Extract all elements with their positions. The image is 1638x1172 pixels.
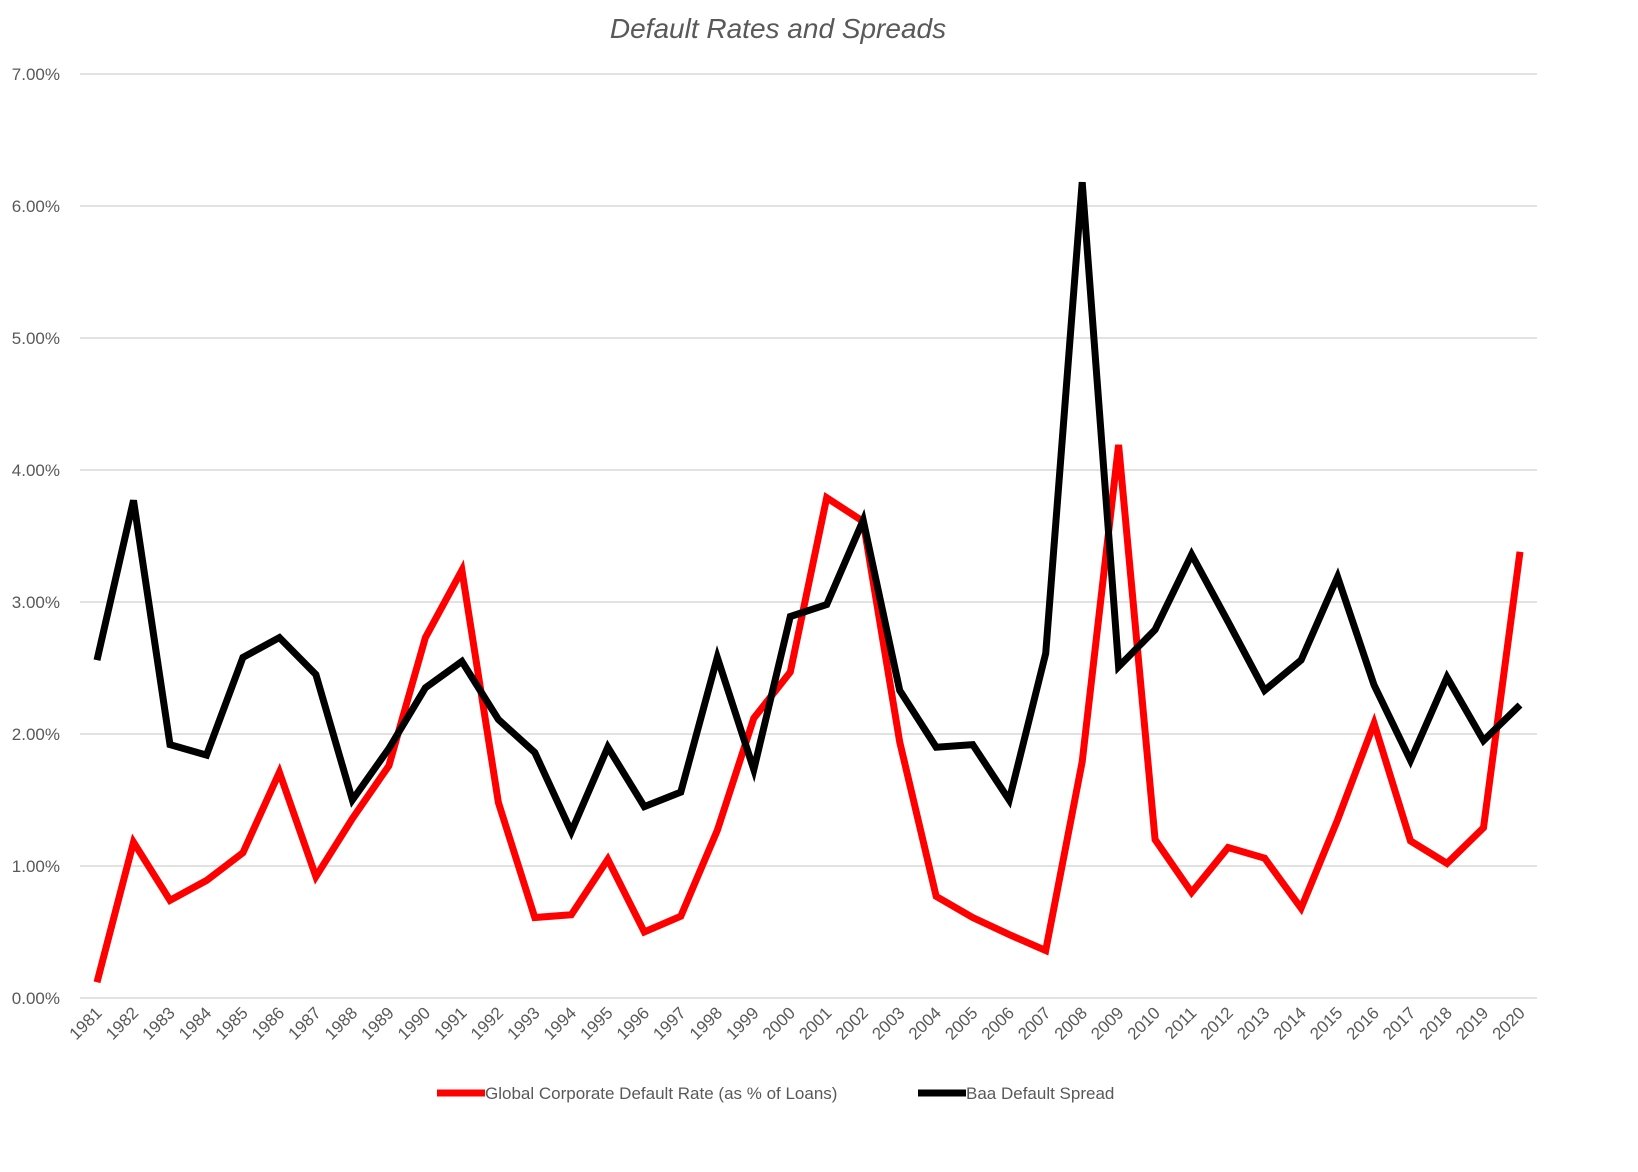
x-tick-label: 2003 xyxy=(868,1003,908,1043)
y-tick-label: 0.00% xyxy=(12,989,60,1008)
x-tick-label: 1990 xyxy=(394,1003,434,1043)
x-tick-label: 1996 xyxy=(613,1003,653,1043)
chart-title: Default Rates and Spreads xyxy=(610,13,946,44)
x-tick-label: 1982 xyxy=(102,1003,142,1043)
x-tick-label: 1999 xyxy=(722,1003,762,1043)
legend-label-0: Global Corporate Default Rate (as % of L… xyxy=(485,1084,837,1103)
x-tick-label: 1993 xyxy=(503,1003,543,1043)
series-line-1 xyxy=(93,181,1523,841)
x-tick-label: 2018 xyxy=(1416,1003,1456,1043)
x-tick-label: 1998 xyxy=(686,1003,726,1043)
legend-label-1: Baa Default Spread xyxy=(966,1084,1114,1103)
x-tick-label: 2016 xyxy=(1343,1003,1383,1043)
x-tick-label: 2017 xyxy=(1379,1003,1419,1043)
y-tick-label: 1.00% xyxy=(12,857,60,876)
x-tick-label: 1984 xyxy=(175,1003,215,1043)
x-tick-label: 1983 xyxy=(139,1003,179,1043)
x-tick-label: 1994 xyxy=(540,1003,580,1043)
x-tick-label: 1997 xyxy=(649,1003,689,1043)
x-tick-label: 2011 xyxy=(1161,1003,1200,1042)
x-tick-label: 2013 xyxy=(1233,1003,1273,1043)
x-tick-label: 2009 xyxy=(1087,1003,1127,1043)
x-tick-label: 2019 xyxy=(1452,1003,1492,1043)
x-tick-label: 2006 xyxy=(978,1003,1018,1043)
x-tick-label: 1989 xyxy=(358,1003,398,1043)
x-tick-label: 2000 xyxy=(759,1003,799,1043)
x-tick-label: 1986 xyxy=(248,1003,288,1043)
x-tick-label: 1988 xyxy=(321,1003,361,1043)
x-tick-label: 1987 xyxy=(285,1003,325,1043)
y-tick-label: 5.00% xyxy=(12,329,60,348)
y-tick-label: 2.00% xyxy=(12,725,60,744)
x-tick-label: 2005 xyxy=(941,1003,981,1043)
y-tick-label: 6.00% xyxy=(12,197,60,216)
y-tick-label: 4.00% xyxy=(12,461,60,480)
y-tick-label: 7.00% xyxy=(12,65,60,84)
x-tick-label: 2015 xyxy=(1306,1003,1346,1043)
y-tick-label: 3.00% xyxy=(12,593,60,612)
x-tick-label: 2012 xyxy=(1197,1003,1237,1043)
x-tick-label: 1992 xyxy=(467,1003,507,1043)
series-line-0 xyxy=(93,444,1524,984)
x-tick-label: 1981 xyxy=(66,1003,106,1043)
x-tick-label: 2014 xyxy=(1270,1003,1310,1043)
x-tick-label: 1985 xyxy=(212,1003,252,1043)
x-tick-label: 2007 xyxy=(1014,1003,1054,1043)
x-tick-label: 2010 xyxy=(1124,1003,1164,1043)
x-tick-label: 1991 xyxy=(431,1003,471,1043)
x-tick-label: 2004 xyxy=(905,1003,945,1043)
x-tick-label: 2020 xyxy=(1489,1003,1529,1043)
x-tick-label: 2001 xyxy=(795,1003,835,1043)
x-tick-label: 2002 xyxy=(832,1003,872,1043)
x-tick-label: 1995 xyxy=(576,1003,616,1043)
x-tick-label: 2008 xyxy=(1051,1003,1091,1043)
